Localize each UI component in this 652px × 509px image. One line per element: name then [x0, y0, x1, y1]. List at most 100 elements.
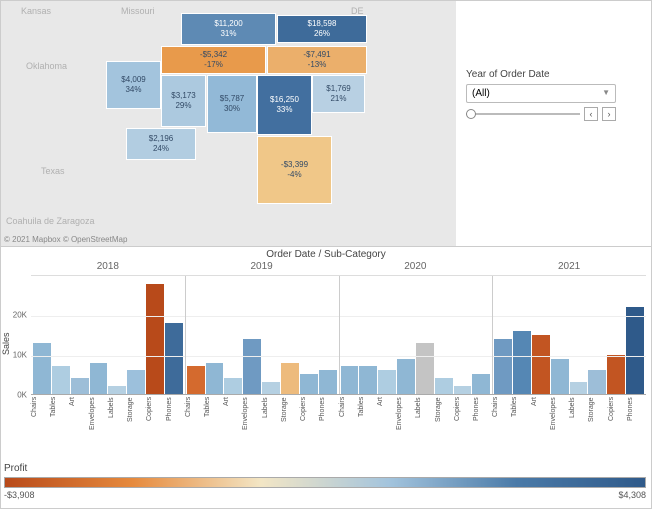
- state-value: -$5,342: [200, 50, 227, 60]
- year-filter-select[interactable]: (All) ▼: [466, 84, 616, 103]
- x-category-label: Copiers: [454, 397, 473, 457]
- x-category-label: Art: [69, 397, 88, 457]
- slider-prev-button[interactable]: ‹: [584, 107, 598, 121]
- bar[interactable]: [359, 366, 377, 394]
- year-slider-thumb[interactable]: [466, 109, 476, 119]
- state-value: $1,769: [326, 84, 350, 94]
- bar[interactable]: [588, 370, 606, 394]
- x-category-label: Chairs: [31, 397, 50, 457]
- bar[interactable]: [416, 343, 434, 394]
- state-arkansas[interactable]: $4,00934%: [106, 61, 161, 109]
- state-pct: -17%: [204, 60, 223, 70]
- state-southcarolina[interactable]: $1,76921%: [312, 75, 365, 113]
- x-category-label: Phones: [166, 397, 185, 457]
- bar[interactable]: [224, 378, 242, 394]
- bar[interactable]: [513, 331, 531, 394]
- bar[interactable]: [206, 363, 224, 394]
- state-pct: 34%: [125, 85, 141, 95]
- state-kentucky[interactable]: $11,20031%: [181, 13, 276, 45]
- bar[interactable]: [626, 307, 644, 394]
- bar[interactable]: [281, 363, 299, 394]
- x-category-label: Storage: [127, 397, 146, 457]
- bar[interactable]: [243, 339, 261, 394]
- bar[interactable]: [472, 374, 490, 394]
- filter-panel: Year of Order Date (All) ▼ ‹ ›: [456, 1, 651, 246]
- state-louisiana[interactable]: $2,19624%: [126, 128, 196, 160]
- state-value: $18,598: [308, 19, 337, 29]
- bar[interactable]: [108, 386, 126, 394]
- x-category-label: Labels: [569, 397, 588, 457]
- filter-title: Year of Order Date: [466, 69, 641, 80]
- bar-year-group: [339, 276, 493, 394]
- bar[interactable]: [570, 382, 588, 394]
- bar[interactable]: [262, 382, 280, 394]
- bar[interactable]: [378, 370, 396, 394]
- year-label: 2018: [31, 261, 185, 272]
- state-value: $4,009: [121, 75, 145, 85]
- map-bg-label: Coahuila de Zaragoza: [6, 216, 95, 226]
- map-panel[interactable]: KansasMissouriOklahomaTexasCoahuila de Z…: [1, 1, 456, 246]
- bar[interactable]: [551, 359, 569, 394]
- y-tick: 20K: [13, 311, 27, 320]
- year-slider[interactable]: [466, 113, 580, 115]
- state-virginia[interactable]: $18,59826%: [277, 15, 367, 43]
- state-georgia[interactable]: $16,25033%: [257, 75, 312, 135]
- state-value: $16,250: [270, 95, 299, 105]
- legend-max: $4,308: [618, 490, 646, 500]
- dropdown-icon: ▼: [602, 88, 610, 99]
- bar[interactable]: [454, 386, 472, 394]
- state-pct: 30%: [224, 104, 240, 114]
- state-northcarolina[interactable]: -$7,491-13%: [267, 46, 367, 74]
- bar-chart-panel: Order Date / Sub-Category 20182019202020…: [1, 246, 651, 461]
- y-axis-title: Sales: [1, 332, 11, 355]
- map-bg-label: Oklahoma: [26, 61, 67, 71]
- bar[interactable]: [341, 366, 359, 394]
- bar[interactable]: [71, 378, 89, 394]
- x-category-label: Phones: [319, 397, 338, 457]
- state-florida[interactable]: -$3,399-4%: [257, 136, 332, 204]
- profit-legend: Profit -$3,908 $4,308: [4, 463, 646, 505]
- bar[interactable]: [165, 323, 183, 394]
- x-category-label: Art: [223, 397, 242, 457]
- year-label: 2019: [185, 261, 339, 272]
- bar[interactable]: [300, 374, 318, 394]
- state-value: $11,200: [214, 19, 242, 29]
- bar[interactable]: [494, 339, 512, 394]
- x-category-label: Envelopes: [242, 397, 261, 457]
- state-tennessee[interactable]: -$5,342-17%: [161, 46, 266, 74]
- x-category-label: Tables: [204, 397, 223, 457]
- bar[interactable]: [33, 343, 51, 394]
- bar[interactable]: [397, 359, 415, 394]
- bar[interactable]: [52, 366, 70, 394]
- x-category-label: Storage: [588, 397, 607, 457]
- state-value: -$7,491: [303, 50, 330, 60]
- x-category-label: Storage: [281, 397, 300, 457]
- bar[interactable]: [146, 284, 164, 394]
- state-pct: 29%: [175, 101, 191, 111]
- state-pct: 33%: [276, 105, 292, 115]
- state-alabama[interactable]: $5,78730%: [207, 75, 257, 133]
- slider-next-button[interactable]: ›: [602, 107, 616, 121]
- bar[interactable]: [90, 363, 108, 394]
- x-category-label: Copiers: [608, 397, 627, 457]
- state-pct: 21%: [330, 94, 346, 104]
- bar[interactable]: [607, 355, 625, 394]
- x-category-label: Copiers: [300, 397, 319, 457]
- x-category-label: Storage: [435, 397, 454, 457]
- state-value: -$3,399: [281, 160, 308, 170]
- bar[interactable]: [187, 366, 205, 394]
- bar[interactable]: [435, 378, 453, 394]
- bar[interactable]: [127, 370, 145, 394]
- x-category-label: Tables: [511, 397, 530, 457]
- legend-min: -$3,908: [4, 490, 35, 500]
- bar[interactable]: [532, 335, 550, 394]
- x-category-label: Chairs: [185, 397, 204, 457]
- x-category-label: Envelopes: [396, 397, 415, 457]
- state-mississippi[interactable]: $3,17329%: [161, 75, 206, 127]
- bar[interactable]: [319, 370, 337, 394]
- state-pct: 24%: [153, 144, 169, 154]
- state-value: $5,787: [220, 94, 244, 104]
- bar-year-group: [185, 276, 339, 394]
- bar-year-group: [492, 276, 646, 394]
- x-category-label: Labels: [415, 397, 434, 457]
